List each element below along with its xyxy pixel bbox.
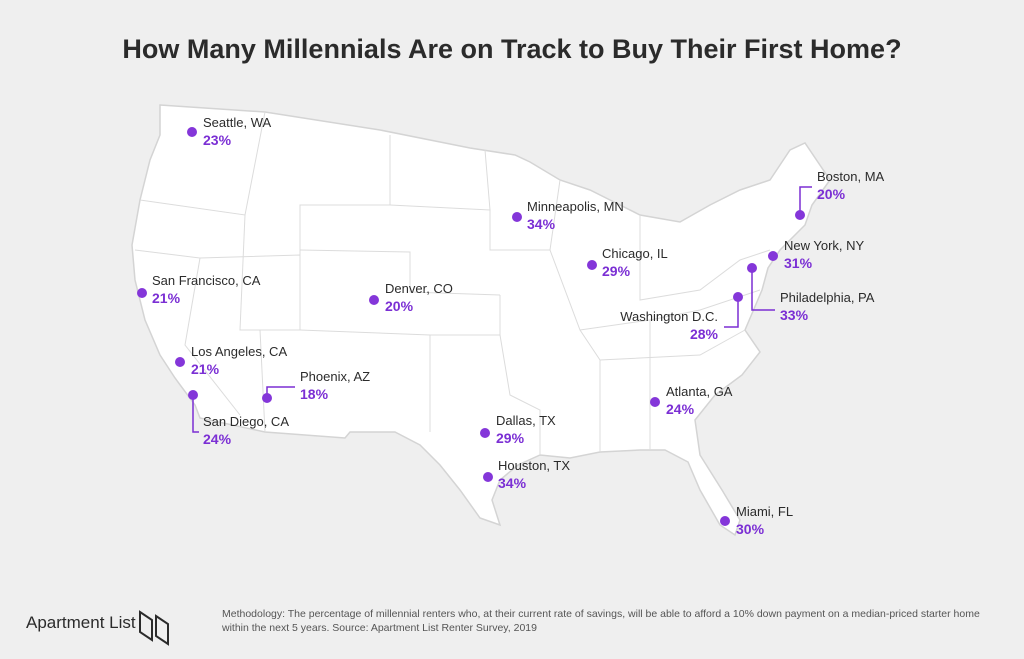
title: How Many Millennials Are on Track to Buy… [122, 34, 901, 64]
city-dot [187, 127, 197, 137]
city-dot [768, 251, 778, 261]
city-name: New York, NY [784, 238, 865, 253]
city-name: San Francisco, CA [152, 273, 261, 288]
city-pct: 21% [191, 361, 220, 377]
city-pct: 24% [203, 431, 232, 447]
city-dot [262, 393, 272, 403]
city-name: Los Angeles, CA [191, 344, 287, 359]
city-dot [650, 397, 660, 407]
city-dot [137, 288, 147, 298]
city-name: Denver, CO [385, 281, 453, 296]
cities: Seattle, WA 23% San Francisco, CA 21% Los An… [137, 115, 885, 537]
us-outline [131, 104, 831, 537]
city-pct: 20% [385, 298, 414, 314]
city-pct: 31% [784, 255, 813, 271]
city-name: Dallas, TX [496, 413, 556, 428]
city-pct: 21% [152, 290, 181, 306]
city-name: Washington D.C. [620, 309, 718, 324]
city-pct: 28% [690, 326, 719, 342]
city-pct: 34% [527, 216, 556, 232]
leader-line [799, 186, 812, 215]
city-pct: 33% [780, 307, 809, 323]
city-name: Boston, MA [817, 169, 885, 184]
city-pct: 34% [498, 475, 527, 491]
city-dot [480, 428, 490, 438]
city-pct: 29% [496, 430, 525, 446]
city-pct: 18% [300, 386, 329, 402]
city-dot [188, 390, 198, 400]
city-pct: 30% [736, 521, 765, 537]
city-name: Atlanta, GA [666, 384, 733, 399]
city-dot [733, 292, 743, 302]
city-pct: 20% [817, 186, 846, 202]
us-map [131, 104, 831, 537]
city-dot [369, 295, 379, 305]
leader-line [724, 297, 739, 328]
city-name: Miami, FL [736, 504, 793, 519]
methodology-line: Methodology: The percentage of millennia… [222, 608, 980, 620]
city-dot [483, 472, 493, 482]
methodology-line: within the next 5 years. Source: Apartme… [221, 622, 537, 634]
city-name: Philadelphia, PA [780, 290, 875, 305]
city-pct: 24% [666, 401, 695, 417]
city-name: Phoenix, AZ [300, 369, 370, 384]
city-dot [795, 210, 805, 220]
city-pct: 29% [602, 263, 631, 279]
state-lines [134, 111, 771, 455]
city-name: Minneapolis, MN [527, 199, 624, 214]
city-name: Houston, TX [498, 458, 570, 473]
city-dot [587, 260, 597, 270]
city-dot [720, 516, 730, 526]
city-name: San Diego, CA [203, 414, 289, 429]
logo: Apartment List [26, 610, 169, 646]
logo-icon [139, 610, 169, 646]
city-name: Seattle, WA [203, 115, 271, 130]
city-pct: 23% [203, 132, 232, 148]
leader-line [751, 268, 775, 311]
brand-name: Apartment List [26, 613, 136, 632]
city-dot [175, 357, 185, 367]
city-name: Chicago, IL [602, 246, 668, 261]
city-dot [747, 263, 757, 273]
leader-line [192, 395, 199, 433]
city-dot [512, 212, 522, 222]
